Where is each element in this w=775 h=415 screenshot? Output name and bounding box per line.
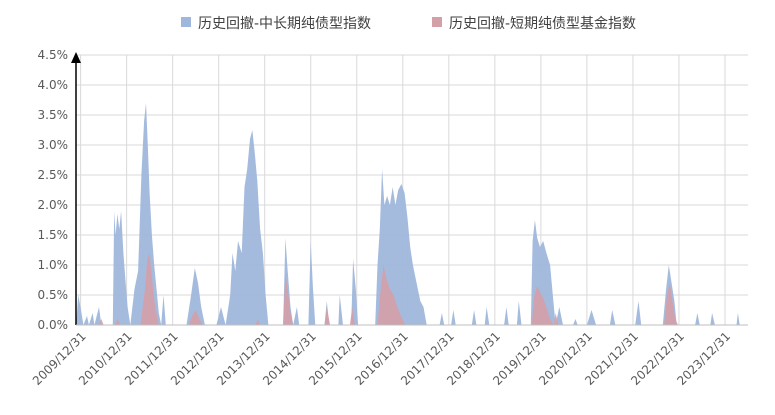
legend-label-short-term: 历史回撤-短期纯债型基金指数 (449, 15, 636, 32)
legend: 历史回撤-中长期纯债型指数 历史回撤-短期纯债型基金指数 (181, 15, 636, 32)
y-tick-label: 1.0% (38, 258, 69, 272)
series-areas (76, 103, 748, 325)
y-tick-label: 4.5% (38, 48, 69, 62)
legend-swatch-short-term (432, 17, 442, 27)
y-axis-arrow (71, 52, 81, 63)
legend-swatch-long-term (181, 17, 191, 27)
axes (71, 52, 748, 326)
x-tick-labels: 2009/12/312010/12/312011/12/312012/12/31… (30, 329, 733, 388)
y-tick-label: 2.0% (38, 198, 69, 212)
y-tick-label: 3.5% (38, 108, 69, 122)
grid (76, 54, 748, 325)
legend-label-long-term: 历史回撤-中长期纯债型指数 (198, 16, 371, 32)
y-tick-label: 2.5% (38, 168, 69, 182)
series-area-short-term (76, 253, 748, 325)
series-area-long-term (76, 103, 748, 325)
y-tick-labels: 0.0% 0.5% 1.0% 1.5% 2.0% 2.5% 3.0% 3.5% 4.0% 4.5% (38, 48, 69, 332)
y-tick-label: 3.0% (38, 138, 69, 152)
y-tick-label: 0.5% (38, 288, 69, 302)
y-tick-label: 0.0% (38, 318, 69, 332)
y-tick-label: 1.5% (38, 228, 69, 242)
y-tick-label: 4.0% (38, 78, 69, 92)
